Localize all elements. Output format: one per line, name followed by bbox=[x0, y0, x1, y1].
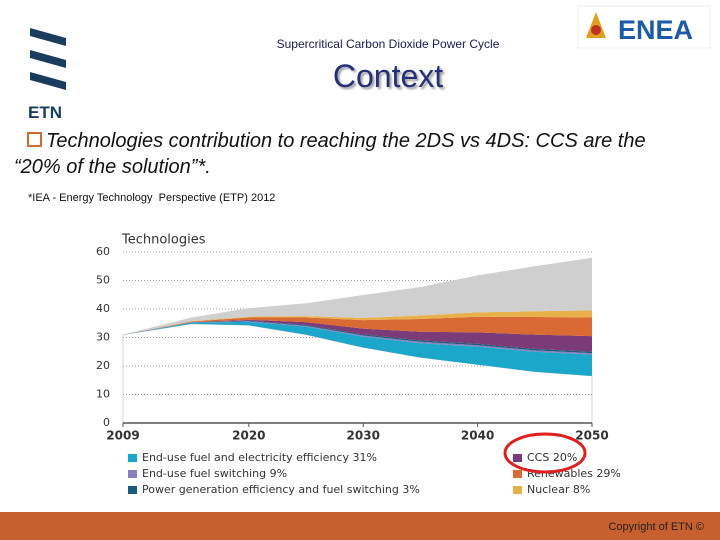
area bbox=[123, 321, 592, 376]
y-tick-label: 30 bbox=[96, 331, 110, 344]
x-tick-label: 2040 bbox=[461, 429, 494, 443]
etn-logo: ETN bbox=[28, 28, 66, 122]
area bbox=[123, 319, 592, 352]
legend-swatch bbox=[128, 486, 137, 494]
legend-swatch bbox=[128, 470, 137, 478]
y-tick-label: 20 bbox=[96, 359, 110, 372]
area bbox=[123, 316, 592, 337]
footnote: *IEA - Energy Technology Perspective (ET… bbox=[28, 192, 276, 204]
bullet-text: Technologies contribution to reaching th… bbox=[14, 130, 646, 178]
chart-title: Technologies bbox=[121, 233, 206, 248]
bullet-box bbox=[27, 132, 42, 147]
y-tick-label: 40 bbox=[96, 302, 110, 315]
legend-label: Nuclear 8% bbox=[527, 483, 590, 496]
x-tick-label: 2009 bbox=[106, 429, 139, 443]
legend-swatch bbox=[513, 486, 522, 494]
footer-bar bbox=[0, 512, 720, 540]
x-tick-label: 2050 bbox=[575, 429, 608, 443]
y-tick-label: 10 bbox=[96, 388, 110, 401]
etn-logo-text: ETN bbox=[28, 103, 62, 122]
y-tick-label: 50 bbox=[96, 274, 110, 287]
title: Context bbox=[332, 58, 444, 94]
legend-swatch bbox=[128, 454, 137, 462]
area bbox=[123, 257, 592, 335]
enea-logo: ENEA bbox=[577, 5, 711, 49]
area bbox=[123, 321, 592, 355]
highlight-circle bbox=[503, 432, 587, 474]
legend-label: CCS 20% bbox=[527, 451, 577, 464]
legend-label: End-use fuel and electricity efficiency … bbox=[142, 451, 377, 464]
area bbox=[123, 310, 592, 335]
x-tick-label: 2020 bbox=[232, 429, 265, 443]
legend-label: Power generation efficiency and fuel swi… bbox=[142, 483, 420, 496]
y-tick-label: 0 bbox=[103, 416, 110, 429]
area bbox=[123, 320, 592, 354]
legend-label: End-use fuel switching 9% bbox=[142, 467, 287, 480]
legend-swatch bbox=[513, 454, 522, 462]
legend-label: Renewables 29% bbox=[527, 467, 621, 480]
footer-text: Copyright of ETN © bbox=[608, 521, 704, 533]
subtitle: Supercritical Carbon Dioxide Power Cycle bbox=[276, 37, 500, 51]
legend-swatch bbox=[513, 470, 522, 478]
y-tick-label: 60 bbox=[96, 245, 110, 258]
enea-logo-text: ENEA bbox=[618, 15, 693, 45]
x-tick-label: 2030 bbox=[347, 429, 380, 443]
